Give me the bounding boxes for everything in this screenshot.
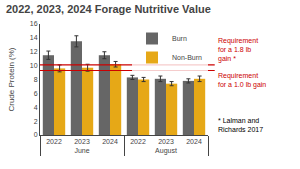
svg-text:2022: 2022 xyxy=(130,138,146,145)
svg-text:12: 12 xyxy=(30,48,38,55)
svg-text:16: 16 xyxy=(30,20,38,27)
svg-text:Crude Protein (%): Crude Protein (%) xyxy=(7,47,16,111)
svg-text:2024: 2024 xyxy=(186,138,202,145)
svg-text:2024: 2024 xyxy=(102,138,118,145)
svg-text:* Lalman andRichards 2017: * Lalman andRichards 2017 xyxy=(218,117,263,133)
svg-text:June: June xyxy=(74,147,89,154)
svg-text:8: 8 xyxy=(34,76,38,83)
svg-text:Requirementfor a 1.0 lb gain: Requirementfor a 1.0 lb gain xyxy=(218,72,266,89)
svg-text:10: 10 xyxy=(30,62,38,69)
svg-text:Non-Burn: Non-Burn xyxy=(172,54,202,61)
svg-text:14: 14 xyxy=(30,34,38,41)
svg-text:2023: 2023 xyxy=(158,138,174,145)
svg-text:4: 4 xyxy=(34,104,38,111)
svg-text:Requirementfor a 1.8 lbgain *: Requirementfor a 1.8 lbgain * xyxy=(218,37,258,63)
svg-text:2: 2 xyxy=(34,118,38,125)
svg-text:6: 6 xyxy=(34,90,38,97)
svg-text:Burn: Burn xyxy=(172,35,187,42)
svg-text:2022: 2022 xyxy=(46,138,62,145)
svg-text:2023: 2023 xyxy=(74,138,90,145)
svg-text:0: 0 xyxy=(34,131,38,138)
svg-text:August: August xyxy=(155,147,177,155)
svg-text:2022, 2023, 2024 Forage Nutrit: 2022, 2023, 2024 Forage Nutritive Value xyxy=(6,3,211,15)
